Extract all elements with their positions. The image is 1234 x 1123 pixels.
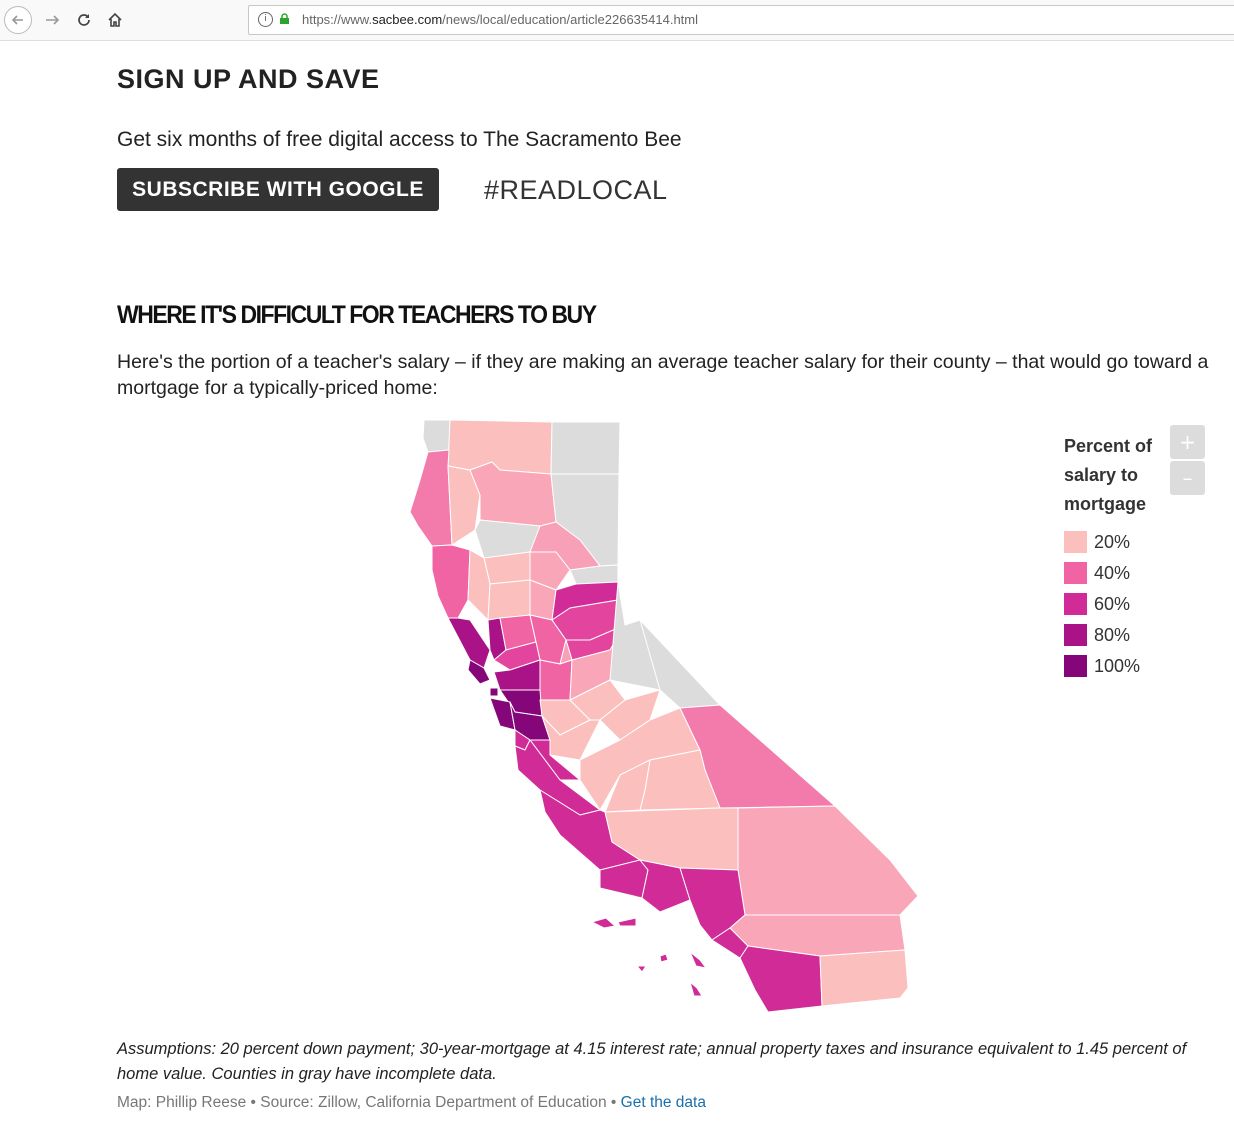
legend-label: 20% [1094, 532, 1131, 552]
legend-swatch [1064, 531, 1087, 553]
island-channel-1[interactable] [591, 917, 616, 929]
subscribe-with-google-button[interactable]: SUBSCRIBE WITH GOOGLE [117, 168, 439, 211]
home-button[interactable] [101, 6, 129, 34]
forward-arrow-icon [46, 15, 60, 25]
county-madera[interactable] [599, 689, 661, 741]
island-channel-6[interactable] [689, 981, 703, 997]
legend-label: 60% [1094, 594, 1131, 614]
url-text: https://www.sacbee.com/news/local/educat… [302, 12, 699, 27]
zoom-in-button[interactable]: + [1170, 425, 1205, 459]
legend-swatch [1064, 593, 1087, 615]
legend-label: 100% [1094, 656, 1141, 676]
island-channel-4[interactable] [689, 951, 707, 969]
get-the-data-link[interactable]: Get the data [620, 1094, 706, 1111]
county-lake[interactable] [467, 549, 491, 621]
island-channel-5[interactable] [636, 965, 647, 973]
home-icon [108, 12, 122, 27]
map-credit: Map: Phillip Reese • Source: Zillow, Cal… [117, 1094, 706, 1112]
intro-text: Here's the portion of a teacher's salary… [117, 351, 1209, 399]
county-butte[interactable] [529, 551, 571, 591]
reload-icon [78, 14, 90, 26]
legend-swatch [1064, 655, 1087, 677]
lock-icon [280, 13, 289, 24]
assumptions-note: Assumptions: 20 percent down payment; 30… [117, 1040, 1187, 1083]
county-glenn[interactable] [483, 551, 531, 585]
county-san-francisco[interactable] [489, 687, 499, 697]
county-siskiyou[interactable] [447, 419, 553, 475]
county-trinity[interactable] [447, 465, 481, 546]
island-channel-2[interactable] [617, 917, 637, 927]
back-arrow-icon [11, 15, 23, 25]
county-marin[interactable] [467, 659, 491, 685]
county-solano[interactable] [493, 641, 541, 671]
county-sonoma[interactable] [447, 617, 491, 669]
county-imperial[interactable] [819, 949, 909, 1007]
browser-toolbar: i https://www.sacbee.com/news/local/educ… [0, 0, 1234, 41]
signup-heading: SIGN UP AND SAVE [117, 64, 380, 94]
credit-text: Map: Phillip Reese • Source: Zillow, Cal… [117, 1094, 621, 1111]
county-san-diego[interactable] [739, 945, 823, 1013]
forward-button[interactable] [38, 6, 66, 34]
county-san-bernardino[interactable] [737, 805, 919, 916]
island-channel-3[interactable] [659, 953, 669, 963]
legend-swatch [1064, 562, 1087, 584]
county-san-joaquin[interactable] [539, 659, 573, 701]
legend-label: 80% [1094, 625, 1131, 645]
county-del-norte[interactable] [422, 419, 451, 453]
legend-label: 40% [1094, 563, 1131, 583]
legend-swatch [1064, 624, 1087, 646]
back-button[interactable] [4, 6, 32, 34]
reload-button[interactable] [70, 6, 98, 34]
county-modoc[interactable] [550, 421, 621, 475]
info-icon[interactable]: i [258, 12, 273, 27]
zoom-out-button[interactable]: – [1170, 461, 1205, 495]
county-sierra[interactable] [569, 564, 619, 585]
readlocal-hashtag: #READLOCAL [484, 175, 668, 205]
legend-title: Percent of salary to mortgage [1064, 436, 1153, 514]
county-colusa[interactable] [487, 579, 531, 621]
california-county-map[interactable] [400, 416, 930, 1016]
map-heading: WHERE IT'S DIFFICULT FOR TEACHERS TO BUY [117, 301, 597, 329]
county-kings[interactable] [604, 759, 651, 813]
county-mendocino[interactable] [431, 544, 471, 619]
promo-text: Get six months of free digital access to… [117, 128, 682, 151]
county-humboldt[interactable] [409, 449, 453, 547]
address-bar[interactable]: i https://www.sacbee.com/news/local/educ… [248, 5, 1234, 35]
